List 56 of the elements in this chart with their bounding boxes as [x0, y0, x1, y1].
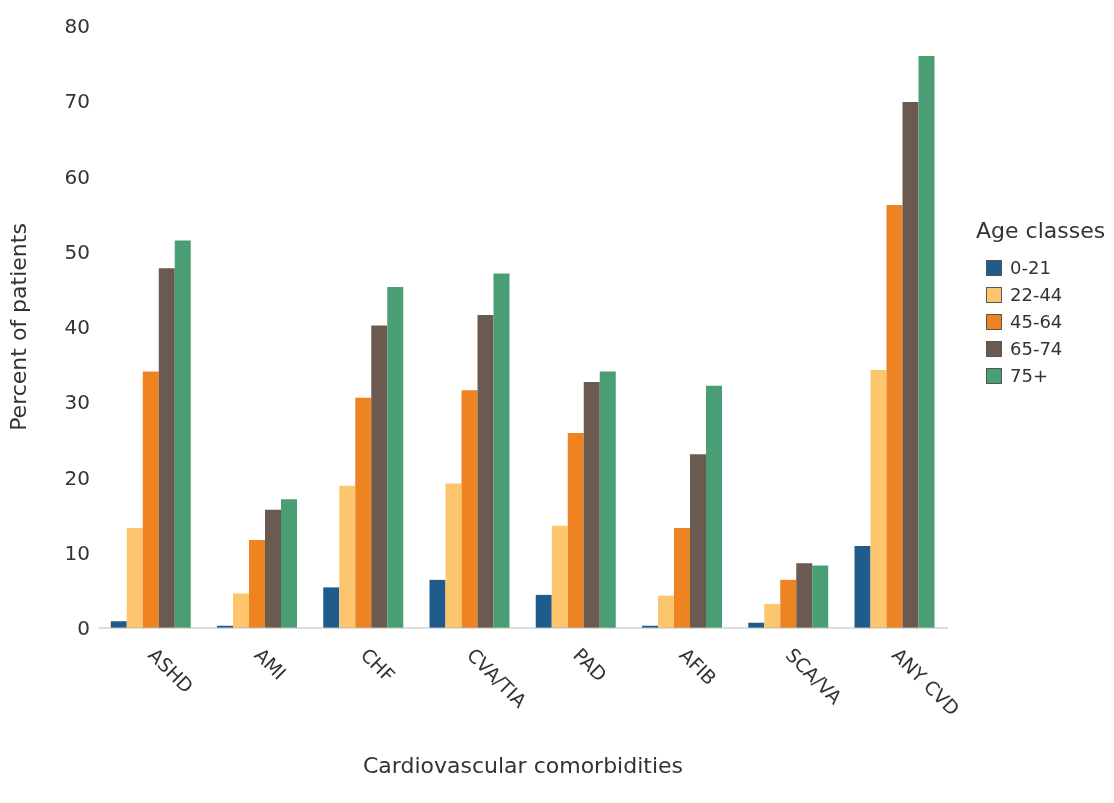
x-tick-label: CHF: [356, 643, 400, 687]
bar: [142, 371, 159, 628]
bar: [870, 369, 887, 628]
bar: [796, 563, 813, 628]
bar: [158, 268, 175, 628]
bar: [371, 325, 388, 628]
bar: [281, 499, 297, 628]
bar: [902, 102, 919, 628]
legend-label: 65-74: [1009, 338, 1064, 359]
bar: [780, 579, 797, 628]
bar: [674, 527, 690, 628]
bar: [583, 381, 600, 628]
y-tick-label: 80: [64, 14, 90, 39]
bar: [126, 527, 143, 628]
bar: [918, 56, 935, 628]
bar: [567, 433, 584, 628]
bar: [323, 587, 340, 628]
bar: [854, 545, 871, 628]
y-tick-label: 50: [64, 239, 90, 264]
bar: [387, 287, 404, 628]
bar: [493, 273, 510, 628]
legend-title: Age classes: [976, 218, 1106, 243]
bar: [249, 539, 265, 628]
bar: [551, 525, 568, 628]
bar: [477, 314, 494, 628]
bar: [535, 594, 552, 628]
bar: [355, 397, 372, 628]
x-tick-label: PAD: [569, 643, 612, 686]
x-axis-title: Cardiovascular comorbidities: [362, 753, 684, 778]
bar: [599, 371, 616, 628]
legend-label: 22-44: [1009, 284, 1064, 305]
legend-label: 45-64: [1009, 311, 1064, 332]
y-tick-label: 20: [64, 465, 90, 490]
bar: [265, 509, 281, 628]
y-tick-label: 10: [64, 540, 90, 565]
bar: [690, 454, 706, 628]
bar: [233, 593, 249, 628]
bar: [706, 385, 722, 628]
bar: [886, 205, 903, 628]
y-tick-label: 40: [64, 315, 90, 340]
y-tick-label: 0: [77, 616, 90, 641]
y-tick-label: 70: [64, 89, 90, 114]
bar: [174, 240, 191, 628]
bar: [658, 595, 674, 628]
legend-label: 0-21: [1009, 257, 1052, 278]
legend-label: 75+: [1009, 365, 1049, 386]
y-axis-title: Percent of patients: [5, 223, 31, 431]
bar: [339, 485, 356, 628]
y-tick-label: 30: [64, 390, 90, 415]
bar: [461, 390, 478, 628]
y-tick-label: 60: [64, 164, 90, 189]
bar: [445, 483, 462, 628]
bar: [429, 579, 446, 628]
x-tick-label: AMI: [250, 643, 291, 684]
bar: [764, 603, 781, 628]
bar: [812, 565, 829, 628]
